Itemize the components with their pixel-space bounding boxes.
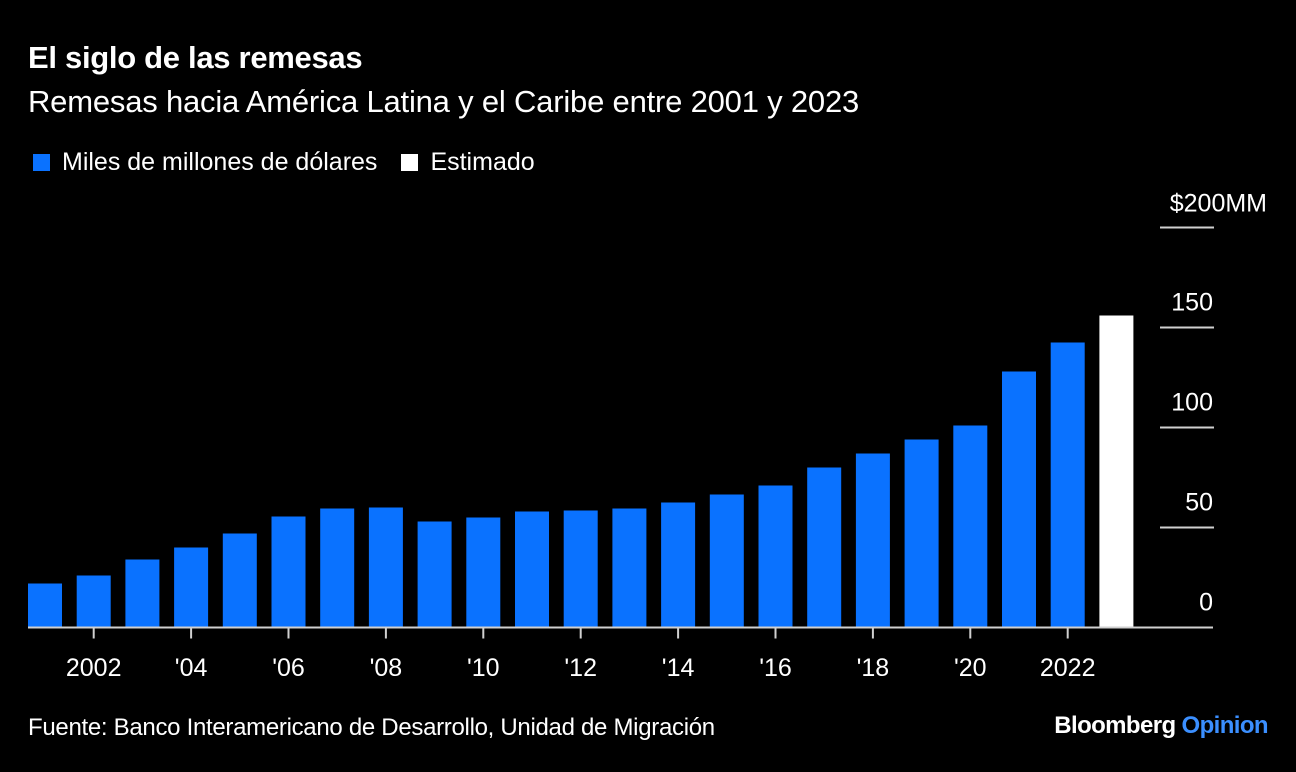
bar-2006 [271, 516, 306, 628]
x-tick-label-2020: '20 [954, 654, 987, 682]
legend: Miles de millones de dólares Estimado [33, 148, 559, 177]
y-tick-label-200: $200MM [1170, 190, 1267, 218]
x-tick-label-2010: '10 [467, 654, 500, 682]
bar-2009 [417, 521, 452, 628]
bar-2005 [222, 533, 257, 628]
y-tick-label-50: 50 [1185, 489, 1213, 517]
source-note: Fuente: Banco Interamericano de Desarrol… [28, 714, 715, 741]
chart-subtitle: Remesas hacia América Latina y el Caribe… [28, 84, 860, 119]
bar-2015 [709, 494, 744, 628]
x-tick-label-2014: '14 [662, 654, 695, 682]
x-tick-label-2022: 2022 [1040, 654, 1096, 682]
y-tick-label-0: 0 [1199, 589, 1213, 617]
bar-2011 [515, 511, 549, 628]
legend-swatch-white [401, 154, 419, 171]
bar-2007 [320, 508, 355, 628]
x-tick-label-2012: '12 [564, 654, 597, 682]
chart-title: El siglo de las remesas [28, 40, 363, 75]
bar-2012 [563, 510, 598, 628]
x-tick-label-2006: '06 [272, 654, 305, 682]
y-tick-label-100: 100 [1171, 389, 1213, 417]
legend-item-actual: Miles de millones de dólares [33, 148, 377, 177]
bar-2016 [758, 485, 793, 628]
x-tick-label-2002: 2002 [66, 654, 122, 682]
legend-label-estimated: Estimado [430, 148, 535, 176]
brand-bloomberg: Bloomberg [1054, 712, 1176, 739]
bar-estimated-2023 [1099, 315, 1134, 628]
bar-2013 [612, 508, 647, 628]
brand-opinion: Opinion [1181, 712, 1269, 739]
bar-2003 [125, 559, 160, 628]
bar-2017 [807, 467, 842, 628]
bar-2022 [1050, 342, 1085, 628]
bar-2004 [174, 547, 209, 628]
x-tick-label-2008: '08 [370, 654, 403, 682]
bar-2019 [904, 439, 939, 628]
y-tick-label-150: 150 [1171, 289, 1213, 317]
bar-2021 [1002, 371, 1036, 628]
brand-logo: Bloomberg Opinion [1054, 712, 1268, 740]
legend-swatch-blue [33, 154, 50, 171]
bar-2008 [368, 507, 403, 628]
legend-label-actual: Miles de millones de dólares [62, 148, 378, 176]
bar-2020 [953, 425, 988, 628]
x-tick-label-2018: '18 [857, 654, 890, 682]
bar-2002 [76, 575, 111, 628]
x-tick-label-2004: '04 [175, 654, 208, 682]
legend-item-estimated: Estimado [401, 148, 535, 177]
bar-2001 [28, 583, 62, 628]
bar-2014 [661, 502, 696, 628]
x-tick-label-2016: '16 [759, 654, 792, 682]
bar-2010 [466, 517, 501, 628]
bar-2018 [855, 453, 890, 628]
